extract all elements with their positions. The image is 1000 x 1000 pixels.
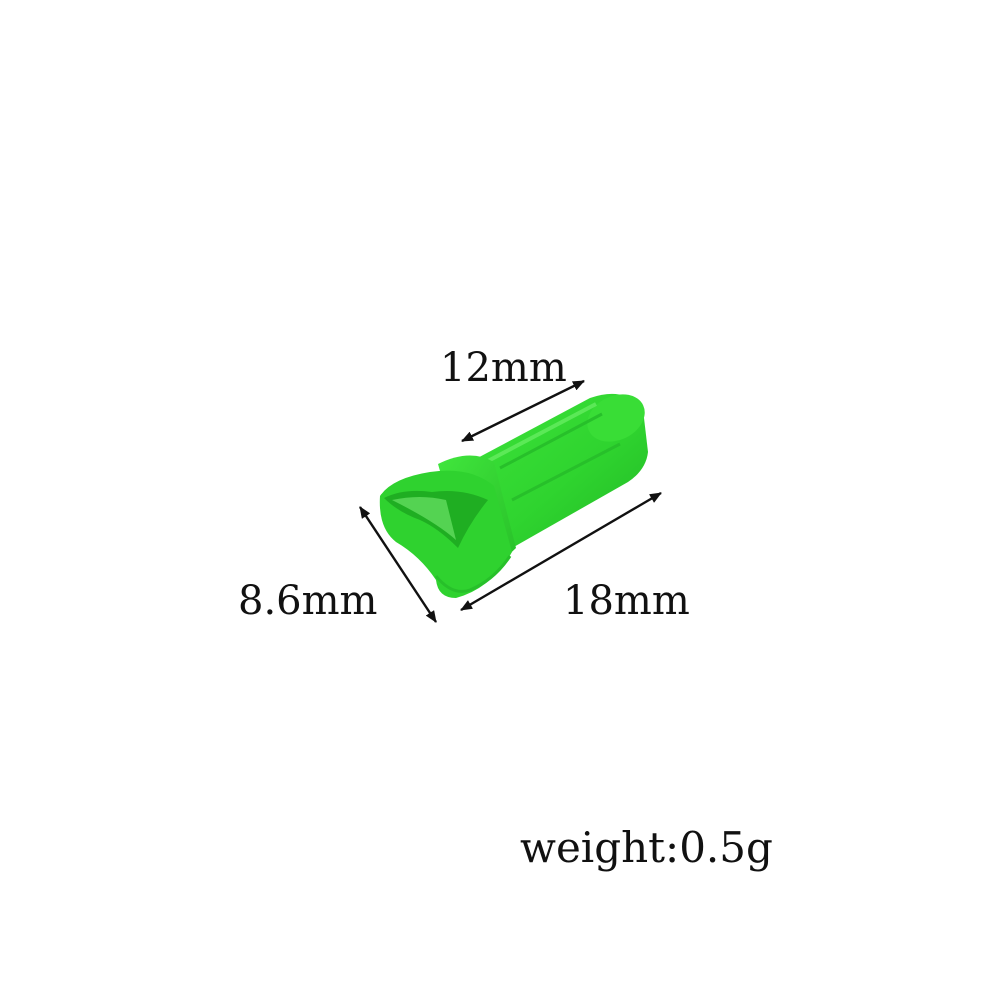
dimension-line-shank <box>461 379 585 443</box>
total-length-label: 18mm <box>563 578 690 624</box>
nock-groove <box>511 442 621 502</box>
nock-shank-end <box>587 394 645 442</box>
weight-label: weight:0.5g <box>520 823 773 872</box>
arrow-nock-icon <box>379 393 648 598</box>
dimension-line-diameter <box>358 506 438 623</box>
diameter-label: 8.6mm <box>238 578 377 624</box>
shank-length-label: 12mm <box>440 345 567 391</box>
dimension-line-length <box>460 491 662 612</box>
